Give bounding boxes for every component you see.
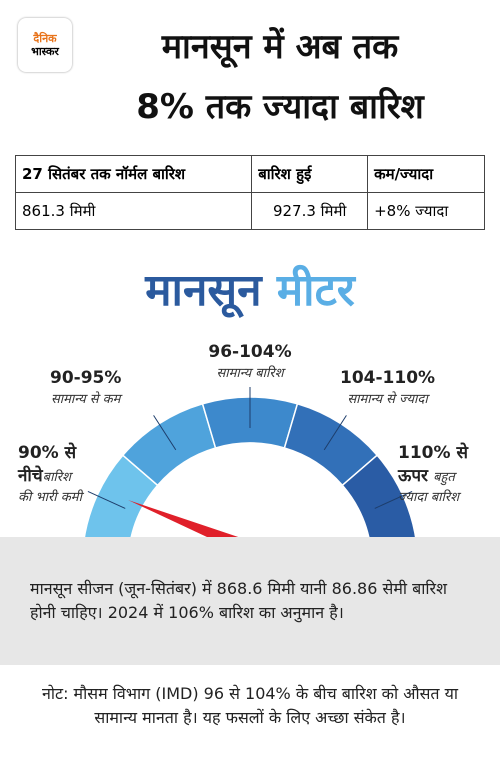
- leader-line: [153, 415, 177, 451]
- range: 110% से: [398, 443, 468, 463]
- logo-text: भास्कर: [31, 45, 59, 58]
- range: 96-104%: [208, 342, 292, 362]
- title: 8% तक ज्यादा बारिश: [136, 87, 424, 127]
- info-text: मानसून सीजन (जून-सितंबर) में 868.6 मिमी …: [0, 537, 500, 665]
- meter-title-part: मीटर: [276, 265, 355, 316]
- range: नीचे: [18, 466, 43, 486]
- segment-label: 90-95% सामान्य से कम: [50, 368, 121, 407]
- table-cell: +8% ज्यादा: [367, 192, 485, 230]
- segment-label: 104-110% सामान्य से ज्यादा: [340, 368, 435, 407]
- segment-label: 96-104% सामान्य बारिश: [190, 342, 310, 381]
- label: की भारी कमी: [18, 490, 82, 505]
- note-text: नोट: मौसम विभाग (IMD) 96 से 104% के बीच …: [41, 684, 459, 727]
- segment-label: 110% से ऊपर बहुत ज्यादा बारिश: [398, 440, 468, 505]
- range: 90-95%: [50, 368, 122, 388]
- table-cell: 861.3 मिमी: [14, 192, 253, 230]
- rain-table: 27 सितंबर तक नॉर्मल बारिश बारिश हुई कम/ज्य…: [14, 155, 485, 230]
- label: सामान्य से ज्यादा: [347, 392, 428, 407]
- label: बारिश: [42, 470, 71, 485]
- range: 90% से: [18, 443, 77, 463]
- title: मानसून में अब तक: [161, 27, 399, 67]
- segment-label: 90% से नीचेबारिश की भारी कमी: [18, 440, 82, 505]
- leader-line: [374, 491, 413, 509]
- leader-line: [87, 491, 126, 509]
- label: सामान्य बारिश: [216, 366, 284, 381]
- label: सामान्य से कम: [50, 392, 121, 407]
- table-header: कम/ज्यादा: [367, 155, 485, 193]
- table-cell: 927.3 मिमी: [251, 192, 369, 230]
- label: ज्यादा बारिश: [398, 490, 460, 505]
- range: 104-110%: [340, 368, 436, 388]
- meter-title-part: मानसून: [145, 265, 262, 316]
- logo: दैनिक भास्कर: [18, 18, 72, 72]
- meter-title: मानसून मीटर: [0, 258, 500, 318]
- range: ऊपर: [398, 466, 428, 486]
- table-header: 27 सितंबर तक नॉर्मल बारिश: [14, 155, 253, 193]
- table-header: बारिश हुई: [251, 155, 369, 193]
- logo-text: दैनिक: [33, 32, 57, 45]
- label: बहुत: [433, 470, 455, 485]
- leader-line: [323, 415, 347, 451]
